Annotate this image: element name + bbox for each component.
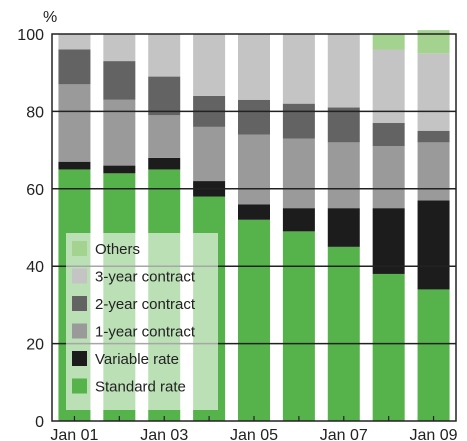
bar-segment-2-year-contract-jan-01 [58, 49, 91, 85]
legend-label-others: Others [95, 241, 140, 258]
bar-segment-standard-rate-jan-07 [327, 246, 360, 421]
bar-segment-3-year-contract-jan-06 [282, 34, 315, 104]
bar-segment-3-year-contract-jan-04 [193, 34, 226, 96]
bar-segment-variable-rate-jan-02 [103, 165, 136, 174]
bar-segment-3-year-contract-jan-02 [103, 34, 136, 62]
bar-segment-variable-rate-jan-08 [372, 208, 405, 274]
bar-segment-variable-rate-jan-03 [148, 157, 181, 170]
bar-segment-1-year-contract-jan-05 [238, 134, 270, 205]
legend-label-1-year-contract: 1-year contract [95, 324, 196, 341]
legend-label-3-year-contract: 3-year contract [95, 269, 196, 286]
x-tick-label-jan-09: Jan 09 [410, 427, 458, 441]
bar-segment-3-year-contract-jan-01 [58, 34, 91, 50]
bar-segment-others-jan-09 [417, 30, 450, 54]
x-tick-label-jan-01: Jan 01 [50, 427, 98, 441]
bar-segment-1-year-contract-jan-03 [148, 115, 181, 158]
bar-segment-standard-rate-jan-09 [417, 289, 450, 421]
bar-segment-variable-rate-jan-01 [58, 161, 91, 170]
y-axis-unit-label: % [43, 9, 57, 26]
legend-swatch-variable-rate [72, 351, 87, 366]
legend-swatch-others [72, 241, 87, 256]
x-tick-label-jan-03: Jan 03 [140, 427, 188, 441]
legend-swatch-3-year-contract [72, 268, 87, 284]
legend-swatch-1-year-contract [72, 323, 87, 339]
bar-segment-2-year-contract-jan-02 [103, 61, 136, 100]
legend-swatch-standard-rate [72, 378, 87, 394]
bar-segment-variable-rate-jan-05 [238, 204, 270, 220]
x-tick-label-jan-05: Jan 05 [230, 427, 278, 441]
x-axis-ticks: Jan 01 Jan 03 Jan 05 Jan 07 Jan 09 [50, 416, 458, 441]
bar-segment-variable-rate-jan-06 [282, 208, 315, 232]
bar-segment-standard-rate-jan-06 [282, 231, 315, 421]
bar-segment-variable-rate-jan-09 [417, 200, 450, 290]
bar-segment-1-year-contract-jan-08 [372, 146, 405, 209]
y-tick-label-40: 40 [26, 259, 44, 276]
bar-segment-1-year-contract-jan-04 [193, 126, 226, 182]
bar-segment-3-year-contract-jan-03 [148, 34, 181, 77]
legend: Others 3-year contract 2-year contract 1-ye… [66, 233, 218, 410]
y-tick-label-60: 60 [26, 182, 44, 199]
x-tick-label-jan-07: Jan 07 [320, 427, 368, 441]
bar-segment-2-year-contract-jan-05 [238, 99, 270, 135]
bar-segment-1-year-contract-jan-09 [417, 142, 450, 201]
bar-segment-1-year-contract-jan-07 [327, 142, 360, 209]
bar-segment-2-year-contract-jan-06 [282, 103, 315, 139]
legend-label-standard-rate: Standard rate [95, 379, 186, 396]
legend-label-variable-rate: Variable rate [95, 351, 179, 368]
y-tick-label-100: 100 [17, 27, 44, 44]
y-tick-label-0: 0 [35, 414, 44, 431]
y-tick-label-80: 80 [26, 104, 44, 121]
bar-segment-1-year-contract-jan-06 [282, 138, 315, 209]
legend-swatch-2-year-contract [72, 296, 87, 311]
bar-segment-1-year-contract-jan-02 [103, 99, 136, 166]
bar-segment-2-year-contract-jan-08 [372, 123, 405, 147]
bar-segment-3-year-contract-jan-05 [238, 34, 270, 100]
bar-segment-3-year-contract-jan-07 [327, 34, 360, 108]
bar-segment-2-year-contract-jan-03 [148, 76, 181, 116]
y-tick-label-20: 20 [26, 337, 44, 354]
bar-segment-3-year-contract-jan-09 [417, 53, 450, 131]
bar-segment-2-year-contract-jan-07 [327, 107, 360, 143]
bar-segment-2-year-contract-jan-09 [417, 130, 450, 143]
legend-label-2-year-contract: 2-year contract [95, 296, 196, 313]
bar-segment-variable-rate-jan-07 [327, 208, 360, 247]
bar-segment-standard-rate-jan-08 [372, 273, 405, 421]
legend-background [66, 233, 218, 410]
bar-segment-others-jan-08 [372, 34, 405, 50]
y-axis-ticks: 0 20 40 60 80 100 [17, 27, 44, 431]
bar-segment-standard-rate-jan-05 [238, 219, 270, 421]
bar-segment-1-year-contract-jan-01 [58, 84, 91, 162]
